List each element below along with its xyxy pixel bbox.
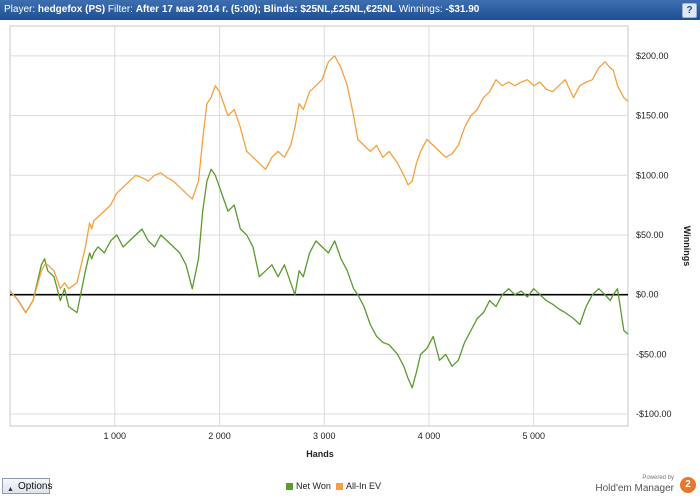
player-label: Player:	[4, 4, 36, 15]
options-button[interactable]: ▲ Options	[2, 478, 53, 494]
x-tick-label: 4 000	[418, 431, 441, 441]
player-value: hedgefox (PS)	[37, 4, 106, 15]
legend-all-in-ev-label: All-In EV	[346, 481, 382, 491]
series-line-net-won	[9, 168, 629, 389]
y-tick-label: $150.00	[636, 111, 669, 121]
y-tick-label: -$100.00	[636, 409, 672, 419]
help-button[interactable]: ?	[682, 3, 697, 18]
x-axis-title: Hands	[306, 449, 334, 459]
hem2-logo-icon: 2	[680, 477, 696, 493]
x-tick-label: 3 000	[313, 431, 336, 441]
net-won-swatch	[286, 483, 293, 491]
filter-value: After 17 мая 2014 г. (5:00); Blinds: $25…	[135, 4, 396, 15]
x-tick-label: 5 000	[522, 431, 545, 441]
filter-label: Filter:	[107, 4, 133, 15]
x-tick-label: 1 000	[103, 431, 126, 441]
brand-block: Powered by Hold'em Manager 2	[576, 474, 696, 497]
all-in-ev-swatch	[336, 483, 343, 491]
series-layer	[9, 55, 629, 389]
plot-background	[9, 25, 629, 427]
legend-item-net-won[interactable]: Net Won	[286, 481, 331, 491]
y-tick-label: -$50.00	[636, 349, 667, 359]
powered-by-text: Powered by	[642, 475, 674, 481]
y-axis-title: Winnings	[682, 226, 692, 266]
bottom-bar: ▲ Options Net Won All-In EV Powered by H…	[0, 474, 700, 497]
x-tick-label: 2 000	[208, 431, 231, 441]
y-tick-label: $100.00	[636, 170, 669, 180]
winnings-value: -$31.90	[445, 4, 480, 15]
legend-net-won-label: Net Won	[296, 481, 331, 491]
x-axis-ticks: 1 000 2 000 3 000 4 000 5 000	[103, 431, 545, 441]
legend-item-all-in-ev[interactable]: All-In EV	[336, 481, 381, 491]
options-label: Options	[18, 481, 53, 492]
title-bar: Player: hedgefox (PS) Filter: After 17 м…	[0, 0, 700, 20]
expand-triangle-icon: ▲	[7, 486, 14, 493]
y-tick-label: $50.00	[636, 230, 664, 240]
winnings-chart: $200.00 $150.00 $100.00 $50.00 $0.00 -$50.00 -…	[9, 25, 692, 459]
series-line-all-in-ev	[9, 55, 629, 314]
y-tick-label: $0.00	[636, 290, 659, 300]
y-tick-label: $200.00	[636, 51, 669, 61]
brand-name: Hold'em Manager	[595, 483, 674, 494]
winnings-label: Winnings:	[398, 4, 443, 15]
y-axis-ticks: $200.00 $150.00 $100.00 $50.00 $0.00 -$50.00 -…	[636, 51, 672, 419]
